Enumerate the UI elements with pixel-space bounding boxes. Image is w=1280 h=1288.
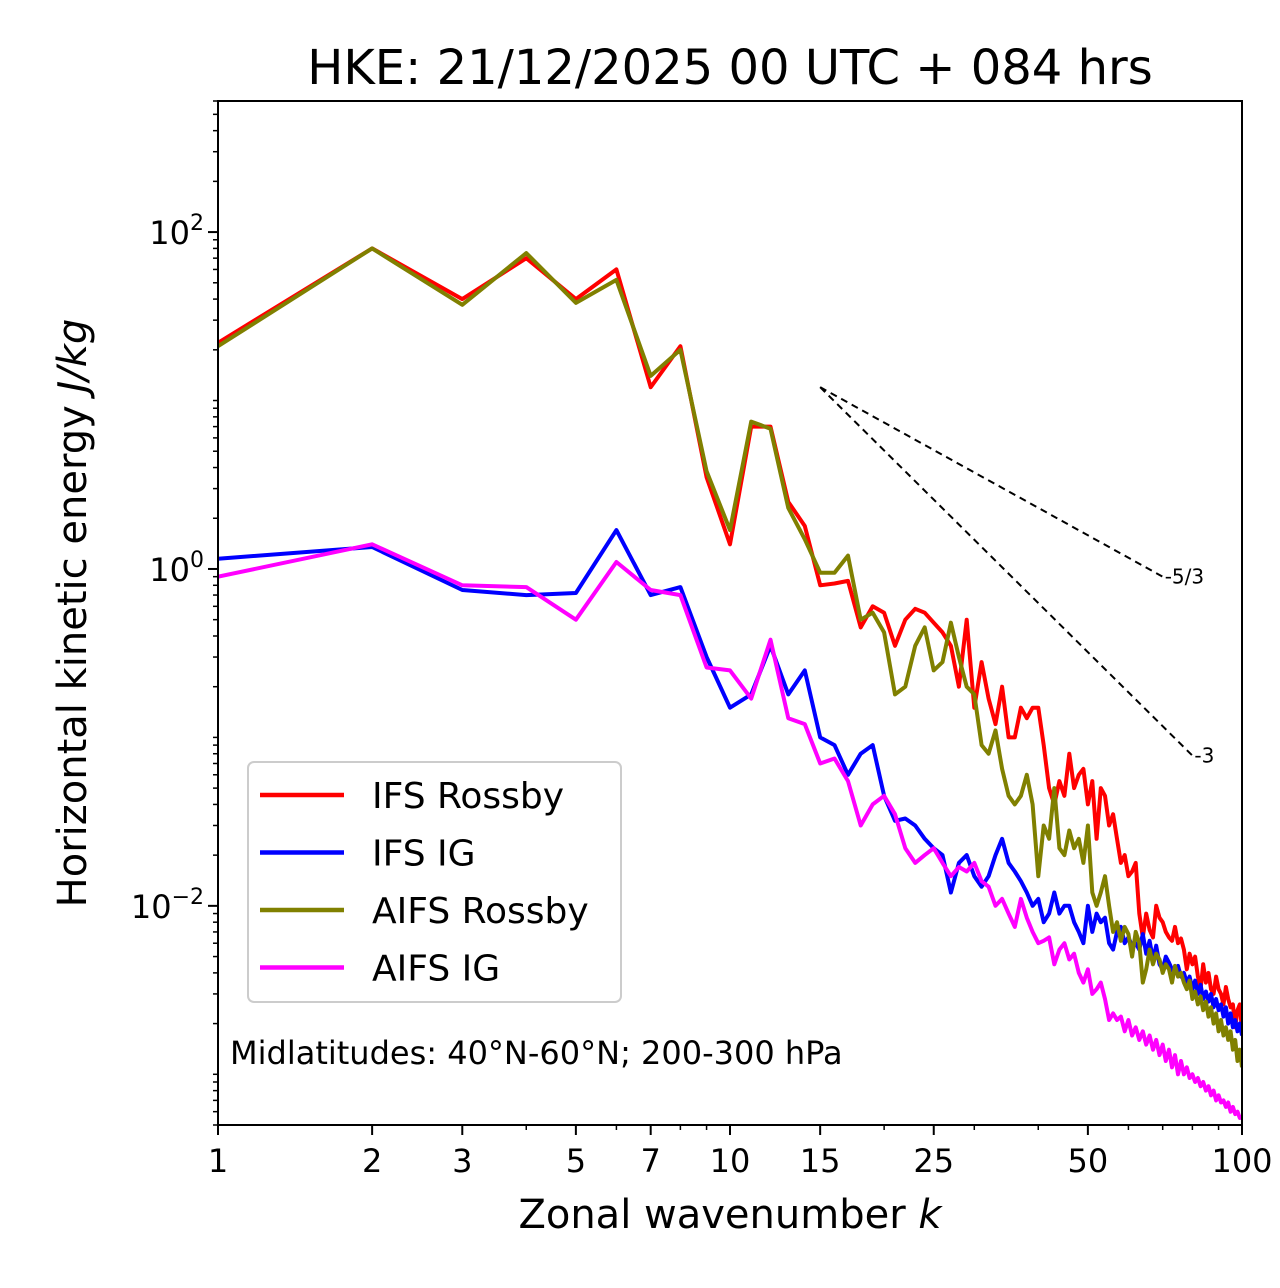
chart-title: HKE: 21/12/2025 00 UTC + 084 hrs bbox=[307, 40, 1153, 96]
reference-slope-lines: -5/3 -3 bbox=[819, 386, 1214, 768]
x-tick-label: 15 bbox=[800, 1142, 841, 1180]
x-axis-label: Zonal wavenumber k bbox=[518, 1192, 943, 1238]
y-tick-label: 102 bbox=[149, 211, 204, 252]
slope-label-5-3: -5/3 bbox=[1165, 565, 1204, 589]
series-line-aifs-ig bbox=[218, 542, 1242, 1120]
region-annotation: Midlatitudes: 40°N-60°N; 200-300 hPa bbox=[230, 1034, 843, 1072]
x-tick-label: 5 bbox=[566, 1142, 586, 1180]
y-axis-label-text: Horizontal kinetic energy bbox=[50, 393, 96, 908]
x-tick-label: 10 bbox=[710, 1142, 751, 1180]
legend-label-ifs-rossby: IFS Rossby bbox=[372, 776, 564, 817]
x-axis-ticks: 1 2 3 5 7 10 15 25 50 100 bbox=[208, 1125, 1273, 1180]
legend-frame bbox=[247, 761, 622, 1003]
series-line-aifs-rossby bbox=[218, 246, 1242, 1068]
legend-label-aifs-rossby: AIFS Rossby bbox=[372, 891, 589, 932]
series-line-ifs-rossby bbox=[218, 246, 1242, 1032]
slope-line-5-3 bbox=[819, 386, 1164, 578]
series-line-ifs-ig bbox=[218, 528, 1242, 1036]
legend: IFS Rossby IFS IG AIFS Rossby AIFS IG bbox=[247, 761, 622, 1003]
x-tick-label: 2 bbox=[362, 1142, 382, 1180]
x-tick-label: 25 bbox=[913, 1142, 954, 1180]
y-axis-label-var: J/kg bbox=[50, 319, 96, 400]
x-tick-label: 50 bbox=[1068, 1142, 1109, 1180]
legend-label-aifs-ig: AIFS IG bbox=[372, 949, 500, 990]
x-tick-label: 7 bbox=[641, 1142, 661, 1180]
series-lines bbox=[218, 246, 1242, 1120]
x-tick-label: 100 bbox=[1211, 1142, 1272, 1180]
slope-label-3: -3 bbox=[1194, 744, 1214, 768]
x-tick-label: 1 bbox=[208, 1142, 228, 1180]
y-axis-label: Horizontal kinetic energy J/kg bbox=[50, 319, 96, 908]
y-tick-label: 10−2 bbox=[131, 885, 204, 926]
x-axis-label-text: Zonal wavenumber bbox=[518, 1192, 918, 1238]
y-axis-ticks: 10−2 100 102 bbox=[131, 211, 218, 926]
slope-line-3 bbox=[819, 386, 1194, 757]
x-tick-label: 3 bbox=[452, 1142, 472, 1180]
y-tick-label: 100 bbox=[149, 548, 204, 589]
x-axis-label-var: k bbox=[918, 1192, 943, 1238]
legend-label-ifs-ig: IFS IG bbox=[372, 834, 476, 875]
